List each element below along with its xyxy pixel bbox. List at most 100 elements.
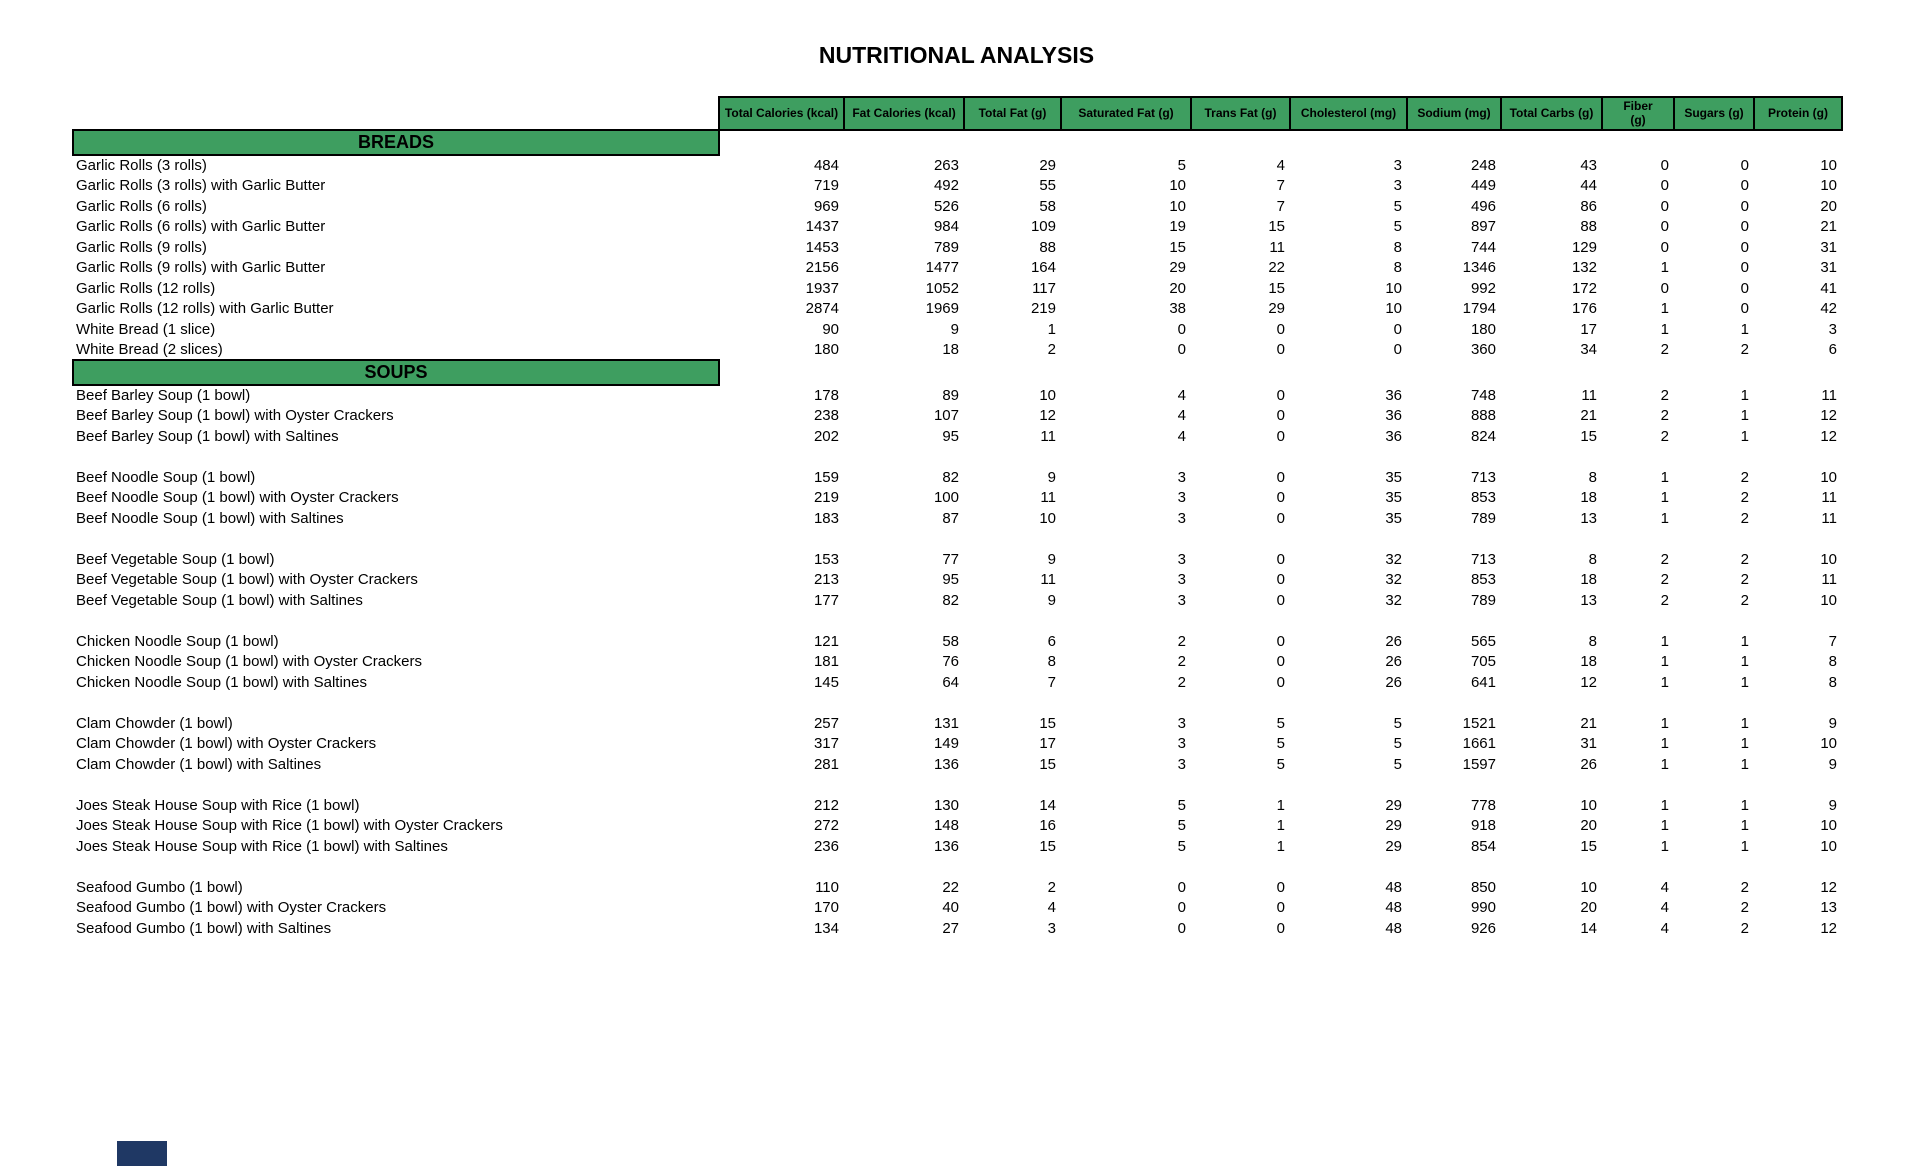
value-cell: 5 [1276,735,1285,753]
value-cell: 1 [1276,796,1285,814]
value-cell: 0 [1740,218,1749,236]
item-name-cell: Seafood Gumbo (1 bowl) with Oyster Crack… [76,899,387,917]
value-cell: 4 [1276,156,1285,174]
value-cell: 95 [942,427,959,445]
value-cell: 9 [1828,714,1837,732]
value-cell: 360 [1470,341,1496,359]
value-cell: 5 [1177,156,1186,174]
value-cell: 2 [1740,468,1749,486]
value-cell: 10 [1820,468,1837,486]
value-cell: 0 [1740,279,1749,297]
value-cell: 272 [813,817,839,835]
value-cell: 4 [1177,427,1186,445]
value-cell: 3 [1177,509,1186,527]
value-cell: 0 [1276,489,1285,507]
value-cell: 12 [1580,673,1597,691]
value-cell: 0 [1276,386,1285,404]
value-cell: 21 [1820,218,1837,236]
spacer-cell [73,857,1842,878]
value-cell: 0 [1740,156,1749,174]
value-cell: 2 [1740,919,1749,937]
value-cell: 3 [1047,919,1056,937]
value-cell: 181 [813,653,839,671]
value-cell: 0 [1177,919,1186,937]
value-cell: 202 [813,427,839,445]
value-cell: 11 [1040,571,1056,589]
value-cell: 11 [1040,427,1056,445]
value-cell: 31 [1820,259,1837,277]
value-cell: 2874 [805,300,839,318]
table-row: Beef Vegetable Soup (1 bowl) with Saltin… [73,590,1842,611]
value-cell: 0 [1276,550,1285,568]
value-cell: 26 [1580,755,1597,773]
value-cell: 13 [1580,591,1597,609]
value-cell: 89 [942,386,959,404]
value-cell: 0 [1276,407,1285,425]
value-cell: 18 [942,341,959,359]
value-cell: 897 [1470,218,1496,236]
value-cell: 36 [1385,407,1402,425]
value-cell: 2 [1660,591,1669,609]
table-row: Beef Barley Soup (1 bowl) 178 89 10 4 0 36 748 1… [73,385,1842,406]
table-row: Chicken Noodle Soup (1 bowl) with Saltin… [73,672,1842,693]
value-cell: 15 [1039,755,1056,773]
value-cell: 1 [1660,673,1669,691]
table-row: Garlic Rolls (12 rolls) 1937 1052 117 20 15 10… [73,278,1842,299]
value-cell: 15 [1268,279,1285,297]
value-cell: 15 [1580,427,1597,445]
value-cell: 21 [1580,407,1597,425]
value-cell: 0 [1660,279,1669,297]
item-name-cell: Seafood Gumbo (1 bowl) with Saltines [76,919,332,937]
value-cell: 90 [822,320,839,338]
value-cell: 2 [1660,571,1669,589]
value-cell: 2 [1177,673,1186,691]
value-cell: 713 [1470,550,1496,568]
value-cell: 153 [813,550,839,568]
value-cell: 496 [1470,197,1496,215]
value-cell: 1597 [1462,755,1496,773]
value-cell: 5 [1177,817,1186,835]
value-cell: 1346 [1462,259,1496,277]
value-cell: 2 [1177,653,1186,671]
value-cell: 0 [1660,197,1669,215]
value-cell: 170 [813,899,839,917]
value-cell: 705 [1470,653,1496,671]
item-name-cell: Beef Barley Soup (1 bowl) [76,387,251,405]
value-cell: 87 [942,509,959,527]
item-name-cell: Clam Chowder (1 bowl) with Saltines [76,755,322,773]
item-name-cell: Garlic Rolls (12 rolls) with Garlic Butt… [76,300,334,318]
value-cell: 10 [1820,817,1837,835]
value-cell: 6 [1828,341,1837,359]
item-name-cell: Joes Steak House Soup with Rice (1 bowl) [76,796,360,814]
value-cell: 1 [1660,489,1669,507]
value-cell: 13 [1580,509,1597,527]
value-cell: 0 [1276,571,1285,589]
spacer-cell [73,611,1842,632]
value-cell: 10 [1385,279,1402,297]
value-cell: 11 [1821,571,1837,589]
item-name-cell: Beef Vegetable Soup (1 bowl) [76,550,275,568]
value-cell: 159 [813,468,839,486]
nutrition-table: Total Calories (kcal) Fat Calories (kcal)… [72,96,1843,939]
value-cell: 0 [1393,341,1402,359]
item-name-cell: Chicken Noodle Soup (1 bowl) with Oyster… [76,653,422,671]
value-cell: 11 [1269,238,1285,256]
value-cell: 0 [1393,320,1402,338]
value-cell: 526 [933,197,959,215]
value-cell: 10 [1039,509,1056,527]
value-cell: 2 [1740,899,1749,917]
value-cell: 1 [1740,755,1749,773]
value-cell: 8 [1393,259,1402,277]
value-cell: 719 [813,177,839,195]
item-name-cell: Garlic Rolls (3 rolls) [76,157,207,175]
column-header: Protein (g) [1753,96,1843,131]
value-cell: 1 [1740,714,1749,732]
column-header: Fat Calories (kcal) [843,96,965,131]
table-row: Beef Barley Soup (1 bowl) with Oyster Cr… [73,406,1842,427]
value-cell: 10 [1820,177,1837,195]
value-cell: 926 [1470,919,1496,937]
spacer-cell [73,693,1842,714]
value-cell: 64 [942,673,959,691]
value-cell: 2 [1740,341,1749,359]
value-cell: 0 [1276,320,1285,338]
